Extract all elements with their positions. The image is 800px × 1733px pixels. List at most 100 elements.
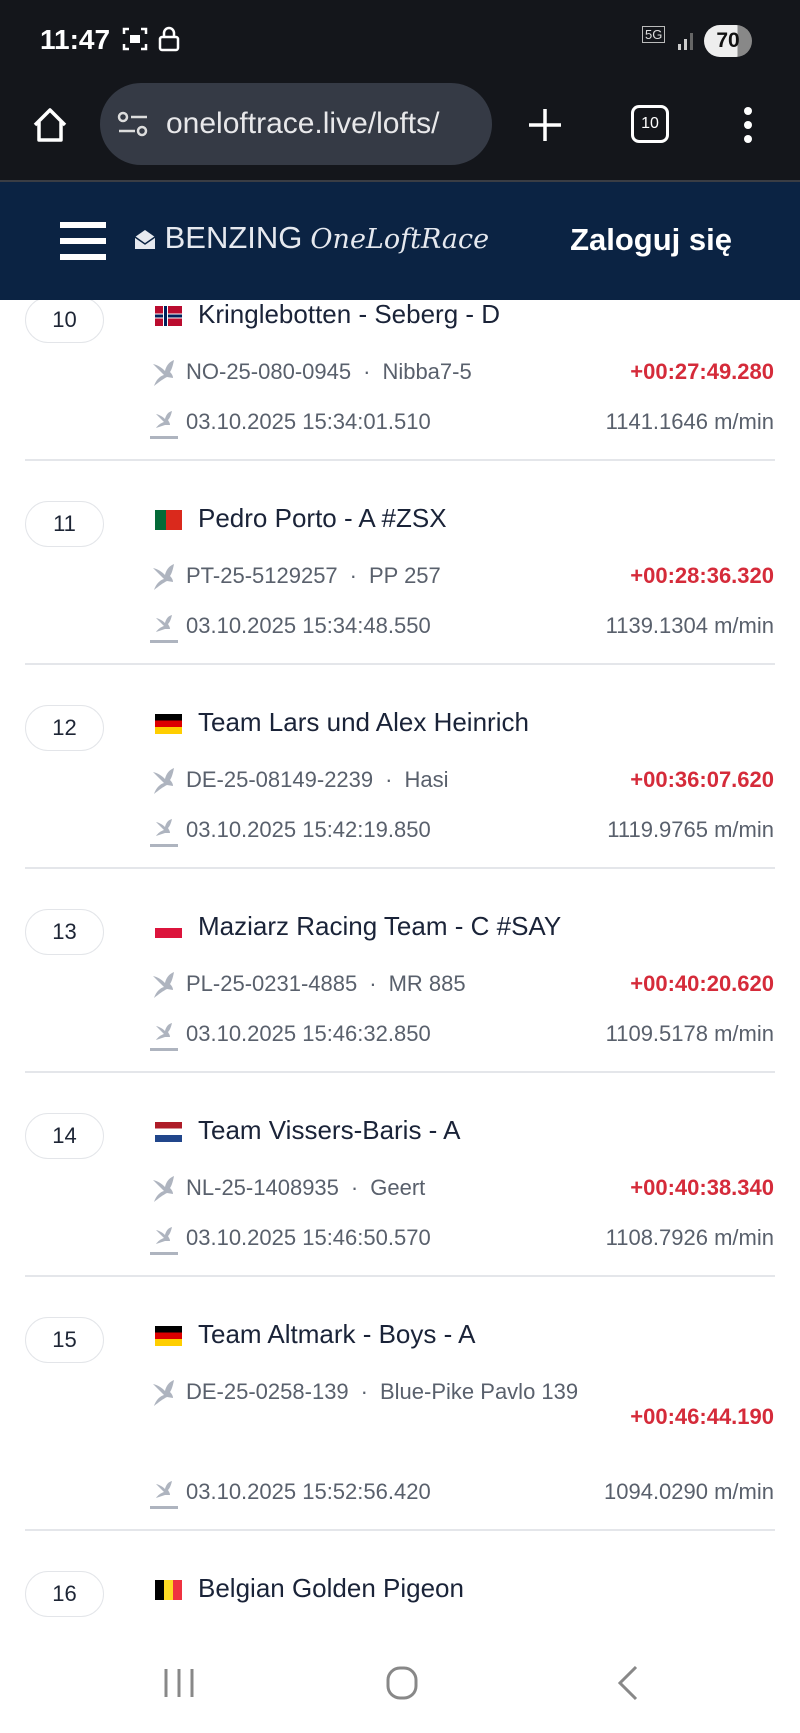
arrival-info: 03.10.2025 15:46:50.570	[150, 1213, 431, 1263]
arrival-icon	[150, 1023, 178, 1052]
new-tab-icon[interactable]	[525, 105, 565, 145]
ring-number: DE-25-08149-2239	[186, 767, 374, 792]
arrival-info: 03.10.2025 15:46:32.850	[150, 1009, 431, 1059]
row-divider	[25, 1071, 775, 1073]
rank-badge: 12	[25, 705, 104, 751]
network-type: 5G	[642, 26, 666, 43]
loft-name[interactable]: Belgian Golden Pigeon	[198, 1573, 464, 1603]
rank-badge: 10	[25, 297, 104, 343]
url-text: oneloftrace.live/lofts/	[166, 107, 440, 140]
flag-pt-icon	[155, 510, 182, 530]
flag-de-icon	[155, 1326, 182, 1346]
ring-info: PT-25-5129257 · PP 257	[150, 551, 580, 601]
flag-be-icon	[155, 1580, 182, 1600]
result-row[interactable]: 13 Maziarz Racing Team - C #SAY PL-25-023…	[0, 889, 800, 1093]
system-nav-bar	[0, 1633, 800, 1733]
pigeon-icon	[153, 1176, 174, 1203]
speed: 1094.0290 m/min	[604, 1479, 774, 1504]
lock-icon	[158, 26, 180, 52]
result-row[interactable]: 11 Pedro Porto - A #ZSX PT-25-5129257 · PP …	[0, 481, 800, 685]
loft-name[interactable]: Team Vissers-Baris - A	[198, 1115, 461, 1145]
hamburger-menu-icon[interactable]	[60, 220, 106, 262]
pigeon-name: Nibba7-5	[382, 359, 472, 384]
speed: 1119.9765 m/min	[607, 817, 774, 842]
speed: 1141.1646 m/min	[605, 409, 774, 434]
flag-nl-icon	[155, 1122, 182, 1142]
arrival-icon	[150, 615, 178, 644]
arrival-time: 03.10.2025 15:34:01.510	[186, 409, 431, 434]
ring-info: DE-25-08149-2239 · Hasi	[150, 755, 580, 805]
pigeon-icon	[153, 768, 174, 795]
ring-number: DE-25-0258-139	[186, 1379, 349, 1404]
pigeon-name: Geert	[370, 1175, 426, 1200]
ring-info: DE-25-0258-139 · Blue-Pike Pavlo 139	[150, 1367, 580, 1417]
loft-name[interactable]: Team Altmark - Boys - A	[198, 1319, 476, 1349]
home-icon[interactable]	[30, 105, 70, 145]
result-row[interactable]: 10 Kringlebotten - Seberg - D NO-25-080-0…	[0, 277, 800, 481]
arrival-time: 03.10.2025 15:46:32.850	[186, 1021, 431, 1046]
row-divider	[25, 1275, 775, 1277]
pigeon-name: MR 885	[388, 971, 466, 996]
arrival-time: 03.10.2025 15:52:56.420	[186, 1479, 431, 1504]
loft-name[interactable]: Pedro Porto - A #ZSX	[198, 503, 447, 533]
speed: 1109.5178 m/min	[605, 1021, 774, 1046]
site-header: BENZING OneLoftRace Zaloguj się	[0, 182, 800, 300]
result-row[interactable]: 16 Belgian Golden Pigeon	[0, 1551, 800, 1633]
ring-info	[150, 1621, 580, 1633]
row-divider	[25, 867, 775, 869]
results-list: 10 Kringlebotten - Seberg - D NO-25-080-0…	[0, 277, 800, 1633]
row-divider	[25, 459, 775, 461]
row-divider	[25, 663, 775, 665]
loft-name[interactable]: Kringlebotten - Seberg - D	[198, 299, 501, 329]
time-gap: +00:36:07.620	[630, 767, 774, 792]
flag-no-icon	[155, 306, 182, 326]
arrival-time: 03.10.2025 15:46:50.570	[186, 1225, 431, 1250]
loft-name[interactable]: Maziarz Racing Team - C #SAY	[198, 911, 562, 941]
ring-info: NO-25-080-0945 · Nibba7-5	[150, 347, 580, 397]
arrival-icon	[150, 411, 178, 440]
home-nav-icon[interactable]	[385, 1665, 419, 1701]
rank-badge: 16	[25, 1571, 104, 1617]
rank-badge: 15	[25, 1317, 104, 1363]
arrival-info: 03.10.2025 15:34:48.550	[150, 601, 431, 651]
result-row[interactable]: 12 Team Lars und Alex Heinrich DE-25-0814…	[0, 685, 800, 889]
status-time: 11:47	[40, 24, 111, 55]
brand-logo[interactable]: BENZING OneLoftRace	[134, 220, 489, 256]
arrival-icon	[150, 1227, 178, 1256]
time-gap: +00:40:20.620	[630, 971, 774, 996]
ring-number: NO-25-080-0945	[186, 359, 352, 384]
time-gap: +00:40:38.340	[630, 1175, 774, 1200]
tab-switcher-button[interactable]: 10	[631, 105, 669, 143]
screenshot-icon	[122, 27, 148, 51]
rank-badge: 13	[25, 909, 104, 955]
result-row[interactable]: 14 Team Vissers-Baris - A NL-25-1408935 · G…	[0, 1093, 800, 1297]
pigeon-icon	[153, 360, 174, 387]
pigeon-icon	[153, 1380, 174, 1407]
row-divider	[25, 1529, 775, 1531]
more-menu-icon[interactable]	[736, 105, 760, 145]
address-bar[interactable]: oneloftrace.live/lofts/	[100, 83, 492, 165]
result-row[interactable]: 15 Team Altmark - Boys - A DE-25-0258-139…	[0, 1297, 800, 1551]
pigeon-icon	[153, 972, 174, 999]
time-gap: +00:27:49.280	[630, 359, 774, 384]
recent-apps-icon[interactable]	[163, 1667, 197, 1699]
loft-name[interactable]: Team Lars und Alex Heinrich	[198, 707, 529, 737]
arrival-icon	[150, 819, 178, 848]
flag-de-icon	[155, 714, 182, 734]
speed: 1139.1304 m/min	[605, 613, 774, 638]
logo-envelope-icon	[134, 230, 156, 249]
back-icon[interactable]	[616, 1665, 640, 1701]
arrival-time: 03.10.2025 15:34:48.550	[186, 613, 431, 638]
rank-badge: 11	[25, 501, 104, 547]
ring-number: PT-25-5129257	[186, 563, 338, 588]
pigeon-name: Hasi	[404, 767, 449, 792]
speed: 1108.7926 m/min	[605, 1225, 774, 1250]
pigeon-name: Blue-Pike Pavlo 139	[380, 1379, 579, 1404]
status-bar: 11:47 5G 70	[0, 0, 800, 80]
site-settings-icon[interactable]	[116, 109, 150, 139]
ring-number: NL-25-1408935	[186, 1175, 339, 1200]
pigeon-name: PP 257	[369, 563, 441, 588]
time-gap: +00:28:36.320	[630, 563, 774, 588]
battery-level: 70	[704, 25, 752, 57]
login-link[interactable]: Zaloguj się	[570, 222, 732, 257]
